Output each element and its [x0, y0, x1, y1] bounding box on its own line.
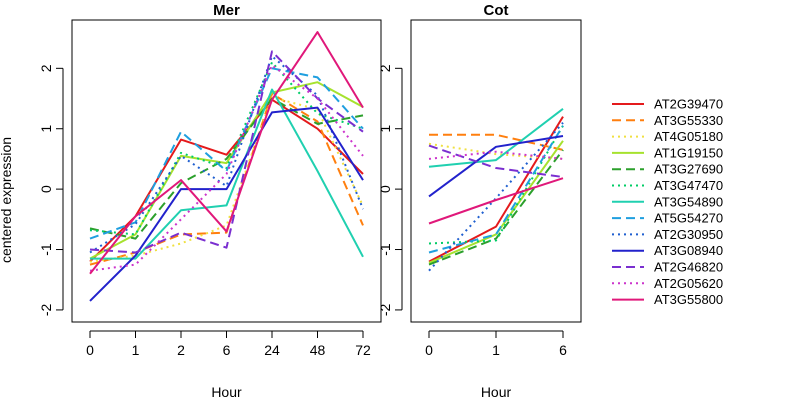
series-line-at1g19150 — [428, 140, 564, 264]
y-axis-label: centered expression — [0, 137, 14, 263]
x-tick-label: 0 — [86, 342, 94, 358]
series-line-at3g55800 — [428, 177, 564, 225]
x-tick-label: 48 — [310, 342, 326, 358]
series-line-at3g27690 — [89, 97, 364, 240]
legend-label: AT2G46820 — [654, 260, 723, 275]
legend-label: AT1G19150 — [654, 145, 723, 160]
legend-label: AT3G27690 — [654, 162, 723, 177]
legend-item-at3g08940: AT3G08940 — [612, 243, 723, 258]
x-tick-label: 24 — [264, 342, 280, 358]
y-tick-label: -1 — [38, 243, 54, 256]
y-tick-label: 0 — [377, 185, 393, 193]
series-group — [428, 108, 564, 272]
series-line-at3g08940 — [428, 135, 564, 198]
legend-item-at5g54270: AT5G54270 — [612, 211, 723, 226]
y-tick-label: -1 — [377, 243, 393, 256]
legend-label: AT2G30950 — [654, 227, 723, 242]
plot-layer: Mer 0 1 2 6 24 48 72 Hour -2 -1 0 1 2 Cot 0 1 6 Hour -2 -1 0 1… — [38, 2, 582, 400]
series-line-at4g05180 — [428, 142, 564, 160]
legend-item-at2g46820: AT2G46820 — [612, 260, 723, 275]
x-tick-label: 1 — [492, 342, 500, 358]
legend-label: AT3G47470 — [654, 178, 723, 193]
series-line-at2g05620 — [428, 150, 564, 160]
panel-cot: Cot 0 1 6 Hour -2 -1 0 1 2 — [377, 2, 582, 400]
legend-label: AT3G55330 — [654, 113, 723, 128]
y-tick-label: 1 — [38, 125, 54, 133]
y-tick-label: -2 — [377, 303, 393, 316]
legend-item-at2g39470: AT2G39470 — [612, 97, 723, 112]
series-line-at2g05620 — [89, 64, 364, 272]
panel-mer: Mer 0 1 2 6 24 48 72 Hour -2 -1 0 1 2 — [38, 2, 382, 400]
legend-label: AT2G39470 — [654, 97, 723, 112]
series-group — [89, 31, 364, 302]
y-tick-label: 2 — [377, 64, 393, 72]
x-axis-label: Hour — [211, 384, 242, 400]
x-tick-label: 1 — [132, 342, 140, 358]
legend-item-at2g05620: AT2G05620 — [612, 276, 723, 291]
series-line-at2g39470 — [428, 116, 564, 263]
series-line-at3g54890 — [90, 88, 364, 260]
legend-label: AT5G54270 — [654, 211, 723, 226]
series-line-at1g19150 — [89, 81, 364, 260]
series-line-at3g55330 — [429, 133, 564, 151]
x-tick-label: 0 — [425, 342, 433, 358]
x-tick-label: 6 — [223, 342, 231, 358]
legend-item-at3g47470: AT3G47470 — [612, 178, 723, 193]
series-line-at3g08940 — [89, 106, 364, 302]
series-line-at3g55800 — [89, 31, 364, 275]
series-line-at5g54270 — [428, 125, 564, 254]
legend-label: AT4G05180 — [654, 129, 723, 144]
legend-label: AT3G08940 — [654, 243, 723, 258]
legend-label: AT2G05620 — [654, 276, 723, 291]
y-tick-label: -2 — [38, 303, 54, 316]
panel-title: Mer — [213, 2, 240, 19]
legend-item-at3g55330: AT3G55330 — [612, 113, 723, 128]
series-line-at3g54890 — [428, 108, 564, 168]
legend-item-at2g30950: AT2G30950 — [612, 227, 723, 242]
legend-item-at3g54890: AT3G54890 — [612, 194, 723, 209]
legend-label: AT3G54890 — [654, 194, 723, 209]
legend-item-at3g55800: AT3G55800 — [612, 292, 723, 307]
y-tick-label: 2 — [38, 64, 54, 72]
x-tick-label: 72 — [355, 342, 371, 358]
legend-item-at3g27690: AT3G27690 — [612, 162, 723, 177]
legend-item-at1g19150: AT1G19150 — [612, 145, 723, 160]
x-tick-label: 2 — [177, 342, 185, 358]
panel-title: Cot — [484, 2, 509, 19]
series-line-at3g47470 — [89, 61, 364, 236]
plot-frame — [410, 19, 582, 323]
plot-frame — [71, 19, 382, 323]
legend-item-at4g05180: AT4G05180 — [612, 129, 723, 144]
x-tick-label: 6 — [559, 342, 567, 358]
x-axis-label: Hour — [481, 384, 512, 400]
series-line-at2g30950 — [428, 122, 564, 272]
y-tick-label: 1 — [377, 125, 393, 133]
legend-label: AT3G55800 — [654, 292, 723, 307]
y-tick-label: 0 — [38, 185, 54, 193]
series-line-at3g27690 — [428, 149, 564, 266]
series-line-at5g54270 — [89, 67, 364, 240]
series-line-at3g47470 — [428, 125, 564, 245]
series-line-at2g46820 — [428, 144, 564, 178]
